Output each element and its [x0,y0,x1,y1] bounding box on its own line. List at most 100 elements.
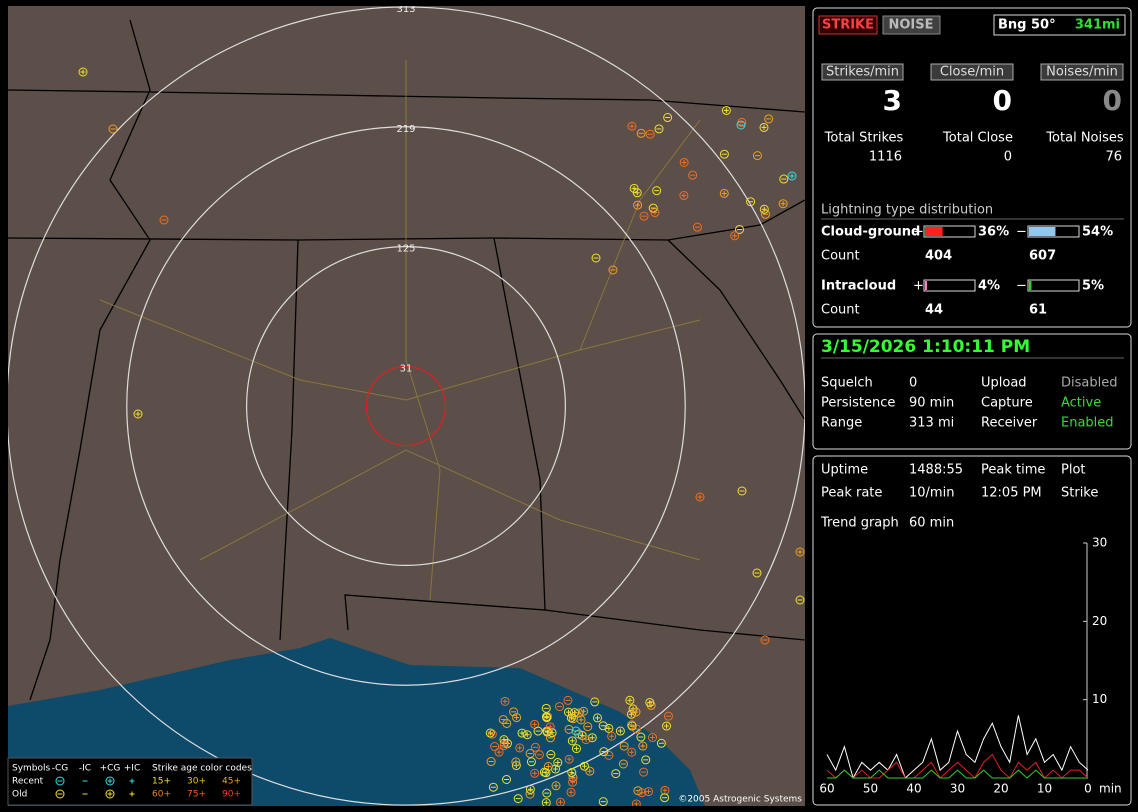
strike-symbol [530,742,540,752]
bearing-box [993,14,1126,36]
stats-cell: Uptime [821,463,868,478]
strike-symbol [611,769,621,779]
strike-symbol [159,215,169,225]
map-legend: Symbols -CG -IC +CG +IC Strike age color code… [7,757,253,806]
strike-symbol [615,726,625,736]
strike-symbol [638,741,648,751]
range: 341mi [1075,18,1120,33]
strike-symbol [490,742,500,752]
strike-symbol [564,724,574,734]
strike-symbol [631,707,641,717]
strike-symbol [512,713,522,723]
count-value: 61 [1029,303,1047,318]
ring-label: 313 [396,4,415,15]
rate-label: Noises/min [1046,65,1118,80]
panel [812,333,1132,450]
strike-symbol [525,784,535,794]
strike-button[interactable] [818,15,878,35]
strike-symbol [539,767,549,777]
pct-bar [925,227,943,236]
strike-symbol [583,722,593,732]
strike-symbol [590,697,600,707]
x-tick-label: 60 [819,782,834,796]
total-value: 0 [1004,150,1012,165]
strike-symbol [632,188,642,198]
strike-symbol [735,224,745,234]
strike-symbol [779,174,789,184]
strike-symbol [608,265,618,275]
strike-symbol [631,799,641,806]
status-cell: Range [821,416,862,431]
rate-label-box [1040,63,1124,81]
strike-symbol [564,754,574,764]
trend-label: Trend graph [820,516,899,531]
total-value: 76 [1105,150,1122,165]
strike-symbol [719,149,729,159]
legend-row-label: Recent [12,777,44,787]
status-cell: Active [1061,396,1101,411]
strike-symbol [627,121,637,131]
strike-symbol [534,750,544,760]
panel [812,7,1132,328]
strike-symbol [541,798,551,806]
status-cell: Receiver [981,416,1038,431]
status-cell: 0 [909,376,917,391]
strike-symbol [555,797,565,806]
legend-age: 45+ [222,777,241,787]
strike-button-label[interactable]: STRIKE [822,18,874,33]
pct-label: 4% [978,279,1000,294]
rate-value: 0 [993,84,1012,117]
noise-button-label[interactable]: NOISE [888,18,933,33]
strike-symbol [619,741,629,751]
strike-symbol [787,171,797,181]
legend-symbol [55,789,65,799]
rate-value: 3 [883,84,902,117]
stats-cell: Peak rate [821,486,882,501]
strike-symbol [567,768,577,778]
legend-symbol [105,776,115,786]
strike-symbol [636,128,646,138]
copyright: ©2005 Astrogenic Systems [678,795,802,805]
strike-symbol [571,726,581,736]
strike-symbol [509,707,519,717]
strike-symbol [695,492,705,502]
legend-age: 90+ [222,790,241,800]
type-label: Intracloud [821,279,896,294]
strike-symbol [533,726,543,736]
strike-symbol [626,709,636,719]
rate-label: Strikes/min [826,65,899,80]
strike-symbol [585,766,595,776]
strike-symbol [660,793,670,803]
strike-symbol [648,203,658,213]
pct-bar [1029,227,1056,236]
strike-symbol [599,747,609,757]
strike-symbol [546,733,556,743]
legend-title: Symbols [12,764,51,774]
total-label: Total Strikes [824,131,904,146]
strike-symbol [598,797,608,806]
strike-symbol [737,486,747,496]
rate-label-box [930,63,1014,81]
rate-value: 0 [1103,84,1122,117]
strike-symbol [567,736,577,746]
bar-track [923,225,976,238]
noise-button[interactable] [882,15,941,35]
strike-symbol [553,758,563,768]
strike-symbol [545,722,555,732]
trend-line [826,715,1089,780]
strike-symbol [645,697,655,707]
stats-cell: 10/min [909,486,954,501]
strike-symbol [618,759,628,769]
strike-symbol [563,695,573,705]
x-unit: min [1099,782,1122,796]
strike-symbol [581,735,591,745]
stats-cell: 12:05 PM [981,486,1042,501]
strike-symbol [598,721,608,731]
strike-symbol [636,732,646,742]
strike-symbol [795,547,805,557]
ring-label: 219 [396,124,415,135]
strike-symbol [736,120,746,130]
legend-age: 30+ [187,777,206,787]
